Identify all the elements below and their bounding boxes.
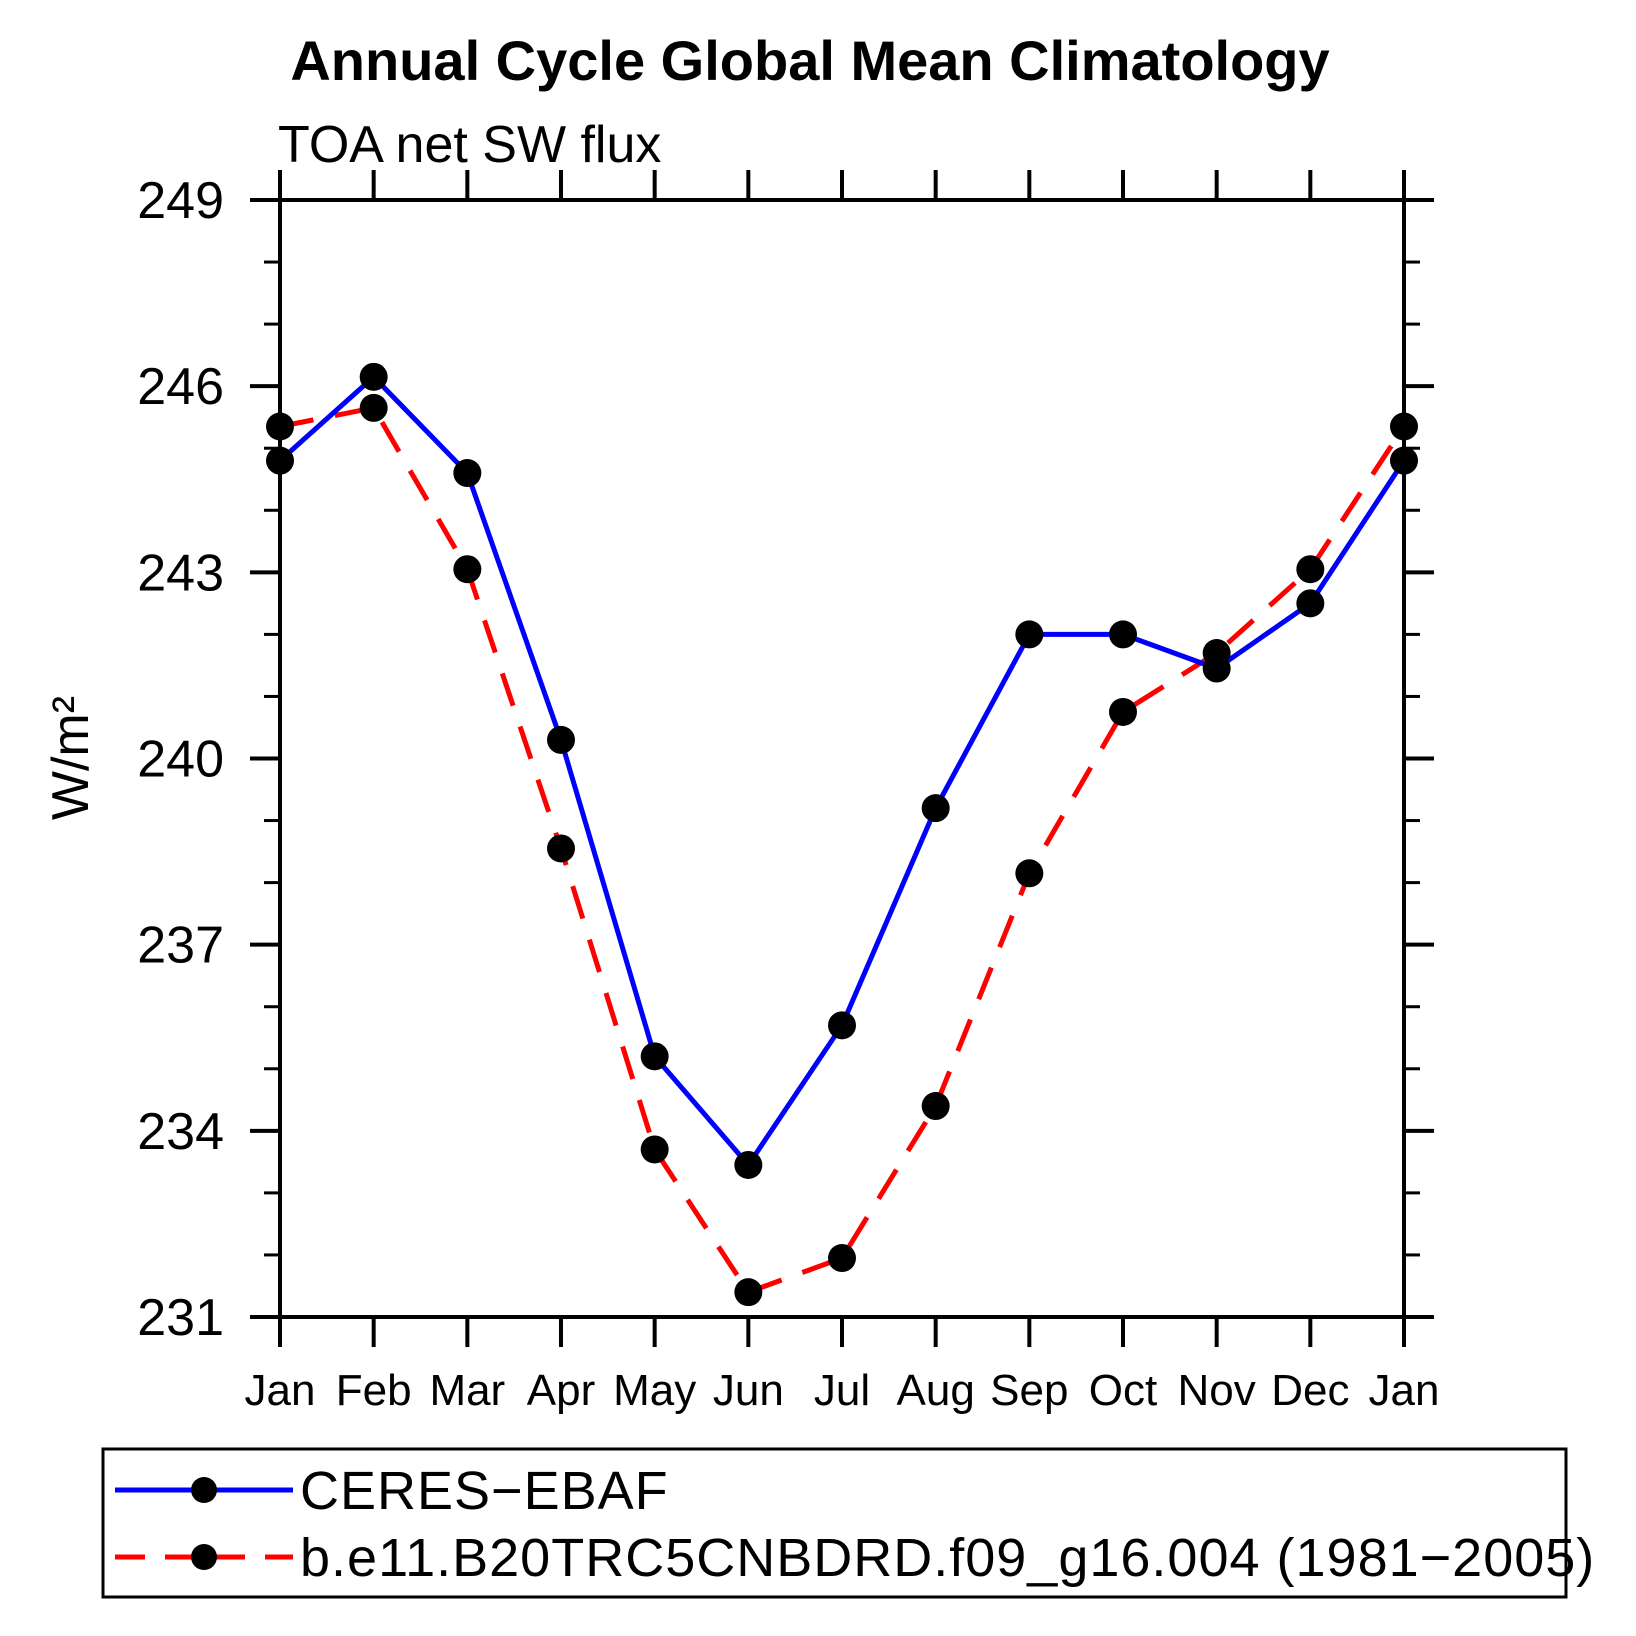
y-axis-label: W/m² [42, 696, 100, 820]
legend-marker-0 [191, 1477, 217, 1503]
x-tick-label: Sep [990, 1366, 1068, 1415]
x-tick-label: Aug [897, 1366, 975, 1415]
y-tick-label: 246 [137, 358, 224, 416]
x-tick-label: Jan [1369, 1366, 1440, 1415]
x-tick-label: Mar [429, 1366, 505, 1415]
data-point-1-jan [1390, 412, 1418, 441]
data-point-1-jun [734, 1278, 763, 1307]
data-point-0-sep [1015, 620, 1044, 649]
data-point-0-dec [1296, 589, 1325, 618]
x-tick-label: Jun [713, 1366, 784, 1415]
data-point-1-aug [921, 1092, 950, 1121]
data-point-0-oct [1109, 620, 1137, 649]
legend: CERES−EBAF b.e11.B20TRC5CNBDRD.f09_g16.00… [101, 1447, 1595, 1599]
x-tick-label: Feb [336, 1366, 412, 1415]
data-point-1-may [640, 1135, 669, 1164]
x-tick-label: Oct [1089, 1366, 1157, 1415]
series-line-0 [278, 373, 1407, 1170]
y-tick-label: 243 [137, 544, 224, 602]
x-tick-label: Dec [1271, 1366, 1349, 1415]
x-tick-label: May [613, 1366, 696, 1415]
data-point-1-jan [266, 412, 294, 441]
x-tick-label: Jul [814, 1366, 870, 1415]
series-layer [278, 373, 1407, 1296]
y-tick-label: 249 [137, 172, 224, 230]
data-point-0-may [640, 1042, 669, 1071]
data-point-1-dec [1296, 555, 1325, 584]
data-point-1-jul [828, 1244, 856, 1273]
data-point-0-feb [359, 362, 388, 391]
data-point-0-jun [734, 1150, 763, 1179]
series-line-1 [279, 405, 1407, 1296]
data-point-0-jan [1390, 446, 1418, 475]
y-tick-label: 231 [137, 1289, 224, 1347]
y-tick-label: 240 [137, 731, 224, 789]
chart-title: Annual Cycle Global Mean Climatology [290, 29, 1329, 92]
y-tick-label: 237 [137, 917, 224, 975]
data-point-0-jan [266, 446, 294, 475]
marker-layer [266, 362, 1418, 1307]
legend-marker-1 [191, 1544, 217, 1570]
data-point-1-nov [1202, 639, 1231, 668]
data-point-0-jul [828, 1011, 856, 1040]
plot-border [278, 198, 1406, 1319]
chart-subtitle: TOA net SW flux [278, 116, 661, 174]
x-tick-label: Jan [245, 1366, 316, 1415]
data-point-1-feb [359, 393, 388, 422]
y-tick-label: 234 [137, 1103, 224, 1161]
legend-box [101, 1447, 1568, 1599]
data-point-1-oct [1109, 697, 1137, 726]
data-point-1-apr [547, 834, 575, 863]
axes: Jan Feb Mar Apr May Jun Jul Aug Sep Oct Nov Dec Jan 2… [137, 170, 1439, 1415]
x-tick-label: Nov [1178, 1366, 1256, 1415]
data-point-0-apr [547, 725, 575, 754]
legend-label-1: b.e11.B20TRC5CNBDRD.f09_g16.004 (1981−20… [300, 1528, 1595, 1588]
data-point-1-mar [453, 555, 482, 584]
x-tick-label: Apr [527, 1366, 595, 1415]
legend-label-0: CERES−EBAF [300, 1461, 669, 1521]
data-point-0-mar [453, 459, 482, 488]
data-point-0-aug [921, 794, 950, 823]
data-point-1-sep [1015, 859, 1044, 888]
